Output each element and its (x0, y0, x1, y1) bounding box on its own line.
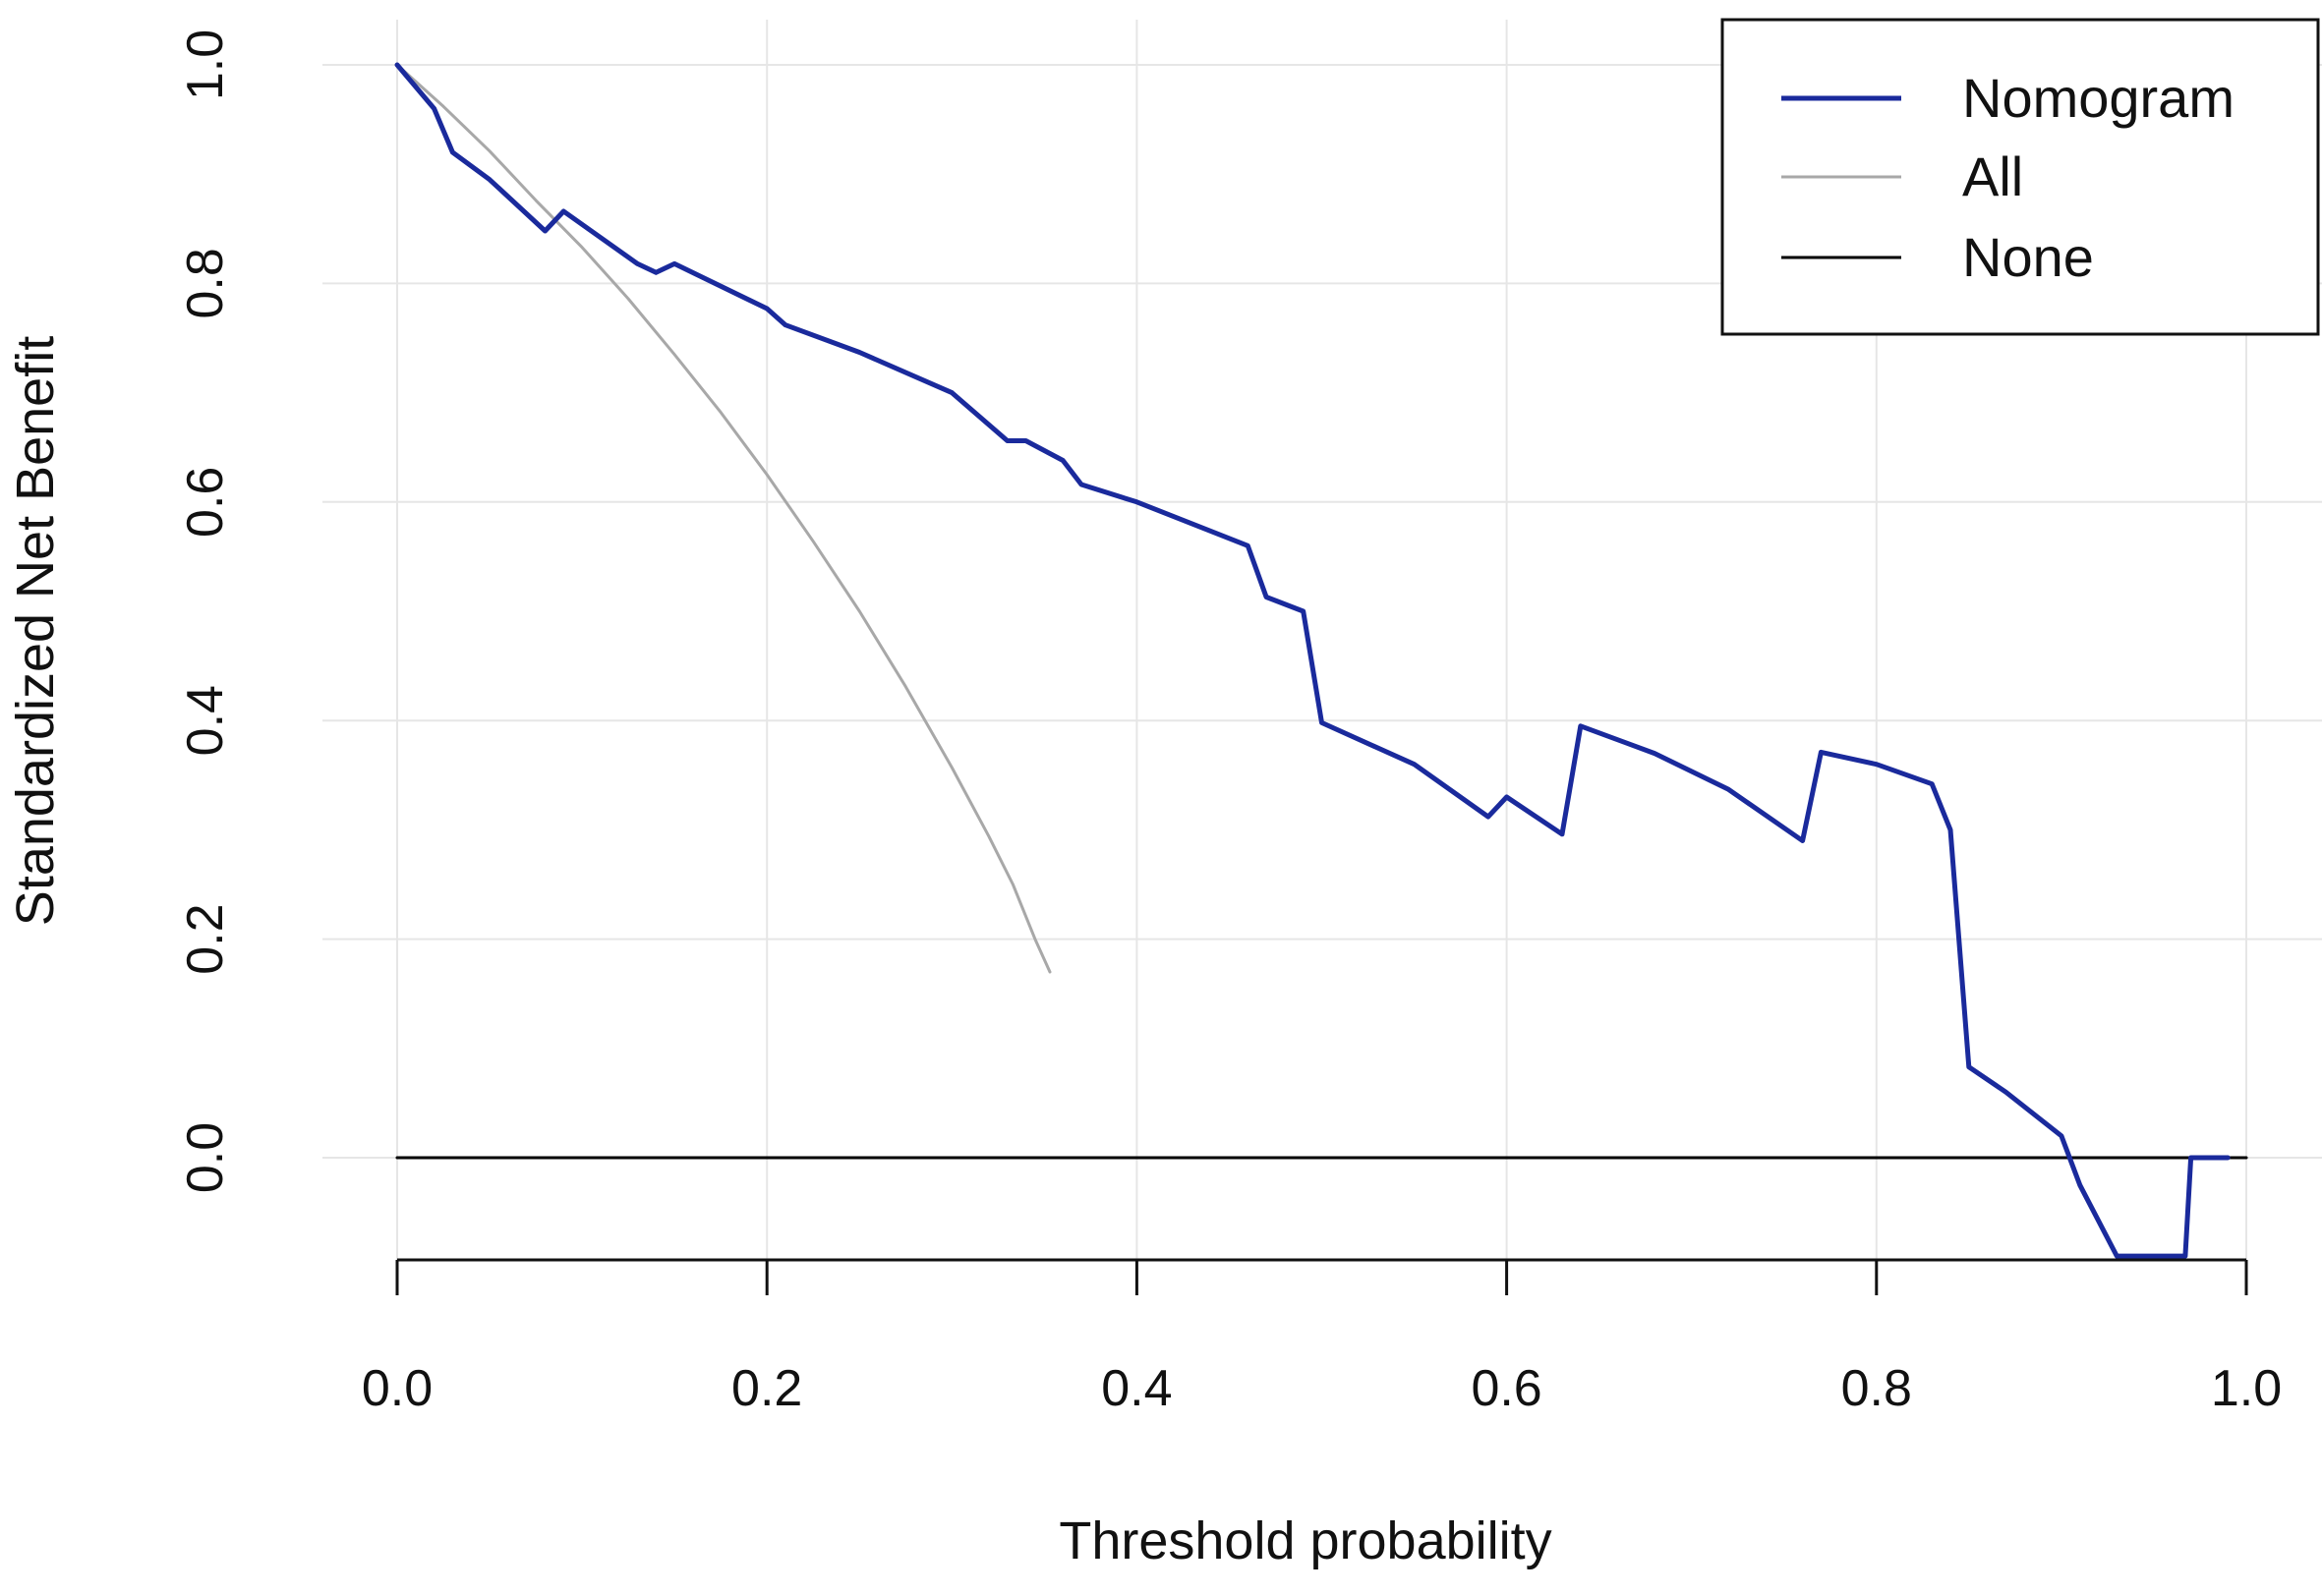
y-tick-label-1: 0.2 (177, 903, 234, 974)
legend-label-none: None (1962, 226, 2094, 288)
x-tick-label-4: 0.8 (1841, 1360, 1912, 1417)
x-axis-title: Threshold probability (1059, 1511, 1551, 1570)
x-tick-label-0: 0.0 (362, 1360, 433, 1417)
legend: Nomogram All None (1720, 18, 2320, 336)
x-tick-label-5: 1.0 (2211, 1360, 2282, 1417)
series-line-all (395, 63, 1052, 974)
y-tick-label-2: 0.4 (177, 685, 234, 756)
series-layer (394, 62, 2231, 1259)
y-tick-label-5: 1.0 (177, 29, 234, 100)
y-tick-label-4: 0.8 (177, 248, 234, 318)
legend-label-nomogram: Nomogram (1962, 67, 2235, 129)
y-tick-label-0: 0.0 (177, 1122, 234, 1193)
x-axis: 0.0 0.2 0.4 0.6 0.8 1.0 (362, 1258, 2282, 1417)
y-axis-title: Standardized Net Benefit (6, 336, 65, 926)
x-tick-label-2: 0.4 (1101, 1360, 1172, 1417)
x-tick-label-1: 0.2 (731, 1360, 802, 1417)
legend-label-all: All (1962, 145, 2023, 207)
series-line-nomogram (394, 62, 2231, 1259)
y-axis: 0.0 0.2 0.4 0.6 0.8 1.0 (177, 29, 234, 1193)
y-tick-label-3: 0.6 (177, 467, 234, 538)
x-tick-label-3: 0.6 (1471, 1360, 1541, 1417)
